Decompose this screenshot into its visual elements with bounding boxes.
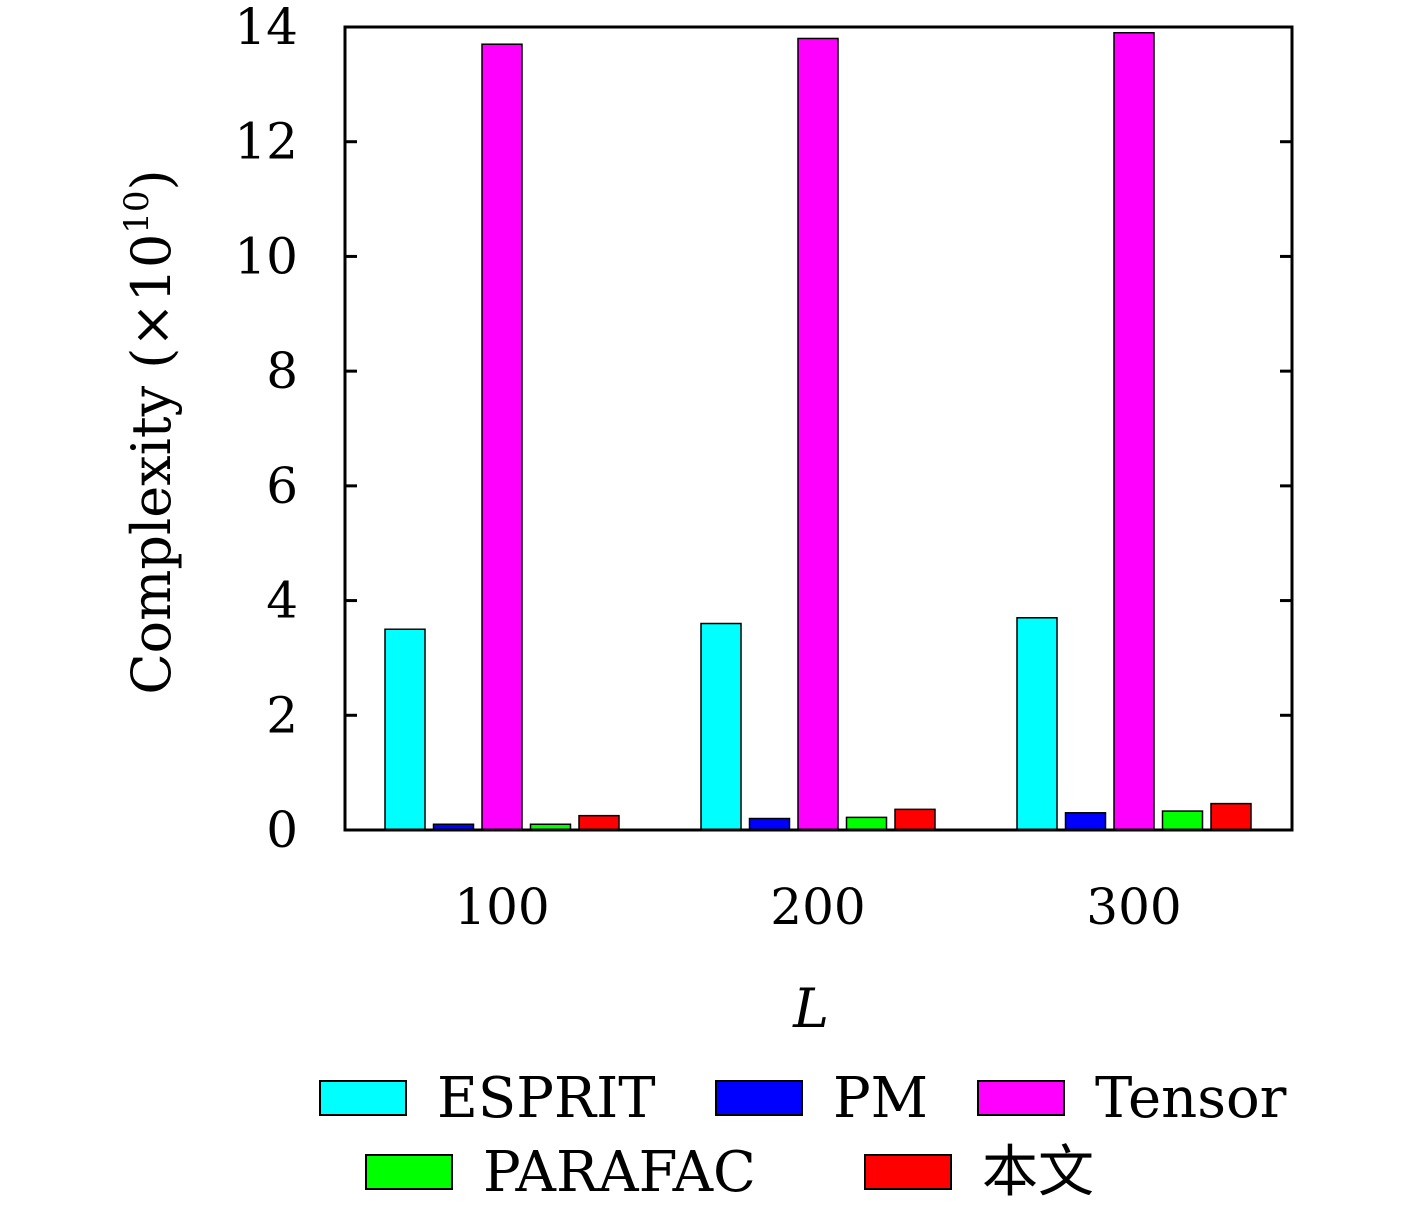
bar-ESPRIT-100 [384, 628, 426, 831]
bar-ESPRIT-200 [700, 622, 742, 831]
legend-swatch-ESPRIT [319, 1080, 407, 1116]
y-axis-label: Complexity (×1010) [117, 169, 183, 694]
y-tick-label: 10 [234, 227, 298, 285]
y-tick-label: 2 [266, 686, 298, 744]
bar-PARAFAC-300 [1161, 810, 1204, 831]
y-axis-label-suffix: ) [120, 169, 183, 190]
bar-Tensor-100 [481, 43, 523, 831]
x-ticks-group: 100 200 300 [454, 878, 1181, 936]
legend-label-ESPRIT: ESPRIT [437, 1066, 656, 1131]
legend-swatch-Tensor [977, 1080, 1065, 1116]
bar-Tensor-200 [797, 37, 839, 831]
bars-group [384, 31, 1252, 831]
x-tick-label: 300 [1086, 878, 1181, 936]
y-tick-label: 4 [266, 572, 298, 630]
x-tick-label: 100 [454, 878, 549, 936]
legend-label-本文: 本文 [982, 1140, 1094, 1205]
legend-label-Tensor: Tensor [1095, 1066, 1287, 1131]
y-tick-label: 6 [266, 457, 298, 515]
legend-swatch-PM [715, 1080, 803, 1116]
legend-label-PM: PM [833, 1066, 928, 1131]
y-tick-label: 12 [234, 113, 298, 171]
x-tick-label: 200 [770, 878, 865, 936]
y-tick-label: 8 [266, 342, 298, 400]
y-ticks-group: 0 2 4 6 8 10 12 14 [234, 0, 1292, 859]
y-tick-label: 14 [234, 0, 298, 56]
bar-本文-100 [578, 814, 620, 831]
bar-本文-300 [1210, 802, 1252, 831]
legend-swatch-PARAFAC [365, 1154, 453, 1190]
bar-ESPRIT-300 [1016, 617, 1058, 831]
legend: ESPRIT PM Tensor PARAFAC 本文 [319, 1066, 1287, 1205]
x-axis-label: L [792, 977, 829, 1040]
y-axis-label-exponent: 10 [117, 190, 157, 233]
y-tick-label: 0 [266, 801, 298, 859]
plot-frame [343, 25, 1294, 832]
bar-Tensor-300 [1113, 31, 1155, 831]
legend-label-PARAFAC: PARAFAC [483, 1140, 756, 1205]
bar-本文-200 [894, 808, 936, 831]
bar-PM-300 [1064, 812, 1107, 831]
bar-PARAFAC-200 [845, 816, 888, 831]
legend-swatch-本文 [864, 1154, 952, 1190]
bar-PM-200 [748, 817, 791, 831]
y-axis-label-main: Complexity (×10 [120, 234, 183, 695]
